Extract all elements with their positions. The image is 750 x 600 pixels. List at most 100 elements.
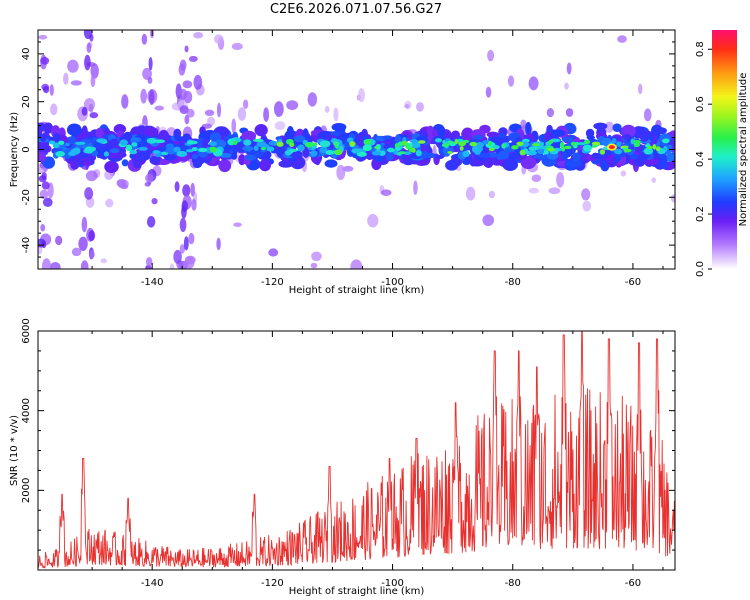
heatmap-speck [582, 200, 592, 212]
heatmap-hot [362, 144, 372, 152]
heatmap-speck [38, 34, 48, 40]
heatmap-band [606, 159, 616, 167]
heatmap-hot [103, 151, 110, 157]
heatmap-hotter [276, 141, 284, 147]
snr-xtick-label: -80 [505, 578, 521, 589]
heatmap-hotter [646, 145, 653, 149]
heatmap-hotter [655, 147, 661, 151]
heatmap-hotter [333, 141, 340, 147]
heatmap-hotter [488, 147, 495, 152]
heatmap-band-core [201, 138, 209, 149]
heatmap-streak [80, 260, 89, 269]
heatmap-xtick-label: -100 [381, 277, 404, 288]
colorbar-axis: 0.0 0.2 0.4 0.6 0.8 Normalized spectral ampli… [695, 41, 749, 277]
heatmap-speck [273, 101, 284, 117]
heatmap-band-core [666, 152, 675, 163]
snr-series-line [38, 331, 675, 569]
heatmap-hot [87, 147, 96, 152]
heatmap-speck [154, 105, 164, 111]
heatmap-streak [49, 84, 54, 96]
heatmap-band-core [293, 151, 301, 161]
heatmap-band-core [192, 153, 198, 160]
heatmap-hot [252, 138, 264, 143]
heatmap-hot [582, 144, 592, 152]
heatmap-speck [310, 262, 318, 269]
heatmap-speck [242, 99, 249, 109]
heatmap-band [254, 124, 268, 137]
heatmap-hot [356, 151, 367, 157]
heatmap-band-core [129, 153, 136, 160]
heatmap-speck [286, 100, 299, 111]
heatmap-streak [179, 217, 187, 233]
heatmap-speck [231, 42, 243, 51]
heatmap-band-core [231, 152, 238, 160]
heatmap-speck [274, 121, 286, 131]
heatmap-streak [185, 256, 195, 269]
heatmap-band [402, 157, 414, 166]
heatmap-streak [78, 236, 88, 251]
heatmap-hot [351, 148, 361, 154]
heatmap-hotter [447, 151, 453, 154]
heatmap-band-core [443, 149, 451, 157]
heatmap-hot [662, 138, 670, 144]
heatmap-ytick-label: 0 [21, 146, 32, 152]
heatmap-hot [319, 140, 331, 148]
heatmap-streak [81, 216, 88, 233]
heatmap-hot [197, 147, 208, 153]
colorbar-label: Normalized spectral amplitude [738, 73, 749, 227]
colorbar [712, 30, 737, 269]
heatmap-hotter [363, 139, 372, 145]
heatmap-band [81, 125, 88, 137]
heatmap-band [551, 129, 566, 137]
heatmap-hot [65, 142, 70, 147]
heatmap-band-core [434, 154, 445, 160]
heatmap-band [144, 127, 159, 137]
heatmap-hot [269, 140, 277, 146]
heatmap-streak [81, 106, 88, 116]
heatmap-band-core [386, 152, 394, 161]
heatmap-band-core [137, 151, 151, 161]
heatmap-band [324, 159, 338, 168]
heatmap-speck [216, 237, 221, 251]
heatmap-band-core [40, 133, 47, 142]
heatmap-hotter [408, 146, 414, 153]
heatmap-streak [182, 184, 191, 197]
heatmap-band [566, 159, 582, 168]
heatmap-hotter [441, 143, 450, 148]
heatmap-xlabel: Height of straight line (km) [289, 285, 425, 296]
heatmap-band-core [274, 147, 287, 155]
heatmap-band-core [67, 136, 77, 141]
heatmap-xtick-label: -140 [141, 277, 164, 288]
heatmap-hotter [289, 142, 295, 148]
heatmap-speck [311, 251, 322, 262]
heatmap-hotter [401, 140, 408, 146]
heatmap-xtick-label: -80 [505, 277, 521, 288]
heatmap-streak [182, 80, 193, 89]
heatmap-hot [630, 138, 636, 145]
heatmap-band-core [123, 131, 133, 142]
heatmap-hot [52, 142, 60, 149]
heatmap-hot [297, 144, 305, 152]
heatmap-streak [148, 89, 155, 105]
snr-xtick-label: -140 [141, 578, 164, 589]
heatmap-streak [146, 216, 156, 228]
heatmap-band [113, 124, 127, 135]
heatmap-band [331, 122, 347, 132]
heatmap-band-core [42, 145, 50, 152]
heatmap-band-core [219, 153, 232, 158]
heatmap-band [661, 155, 668, 170]
heatmap-speck [70, 80, 82, 86]
heatmap-streak [41, 240, 47, 249]
colorbar-tick-label: 0.0 [695, 261, 706, 277]
heatmap-band-core [591, 152, 599, 159]
heatmap-hotter [519, 149, 526, 156]
heatmap-speck [488, 190, 495, 199]
heatmap-hot [152, 150, 160, 155]
heatmap-speck [620, 170, 627, 177]
heatmap-speck [105, 198, 114, 208]
heatmap-band-core [175, 135, 184, 142]
heatmap-band [451, 130, 461, 139]
heatmap-hotter [454, 138, 459, 145]
heatmap-xtick-label: -60 [625, 277, 641, 288]
heatmap-band-core [572, 152, 581, 162]
